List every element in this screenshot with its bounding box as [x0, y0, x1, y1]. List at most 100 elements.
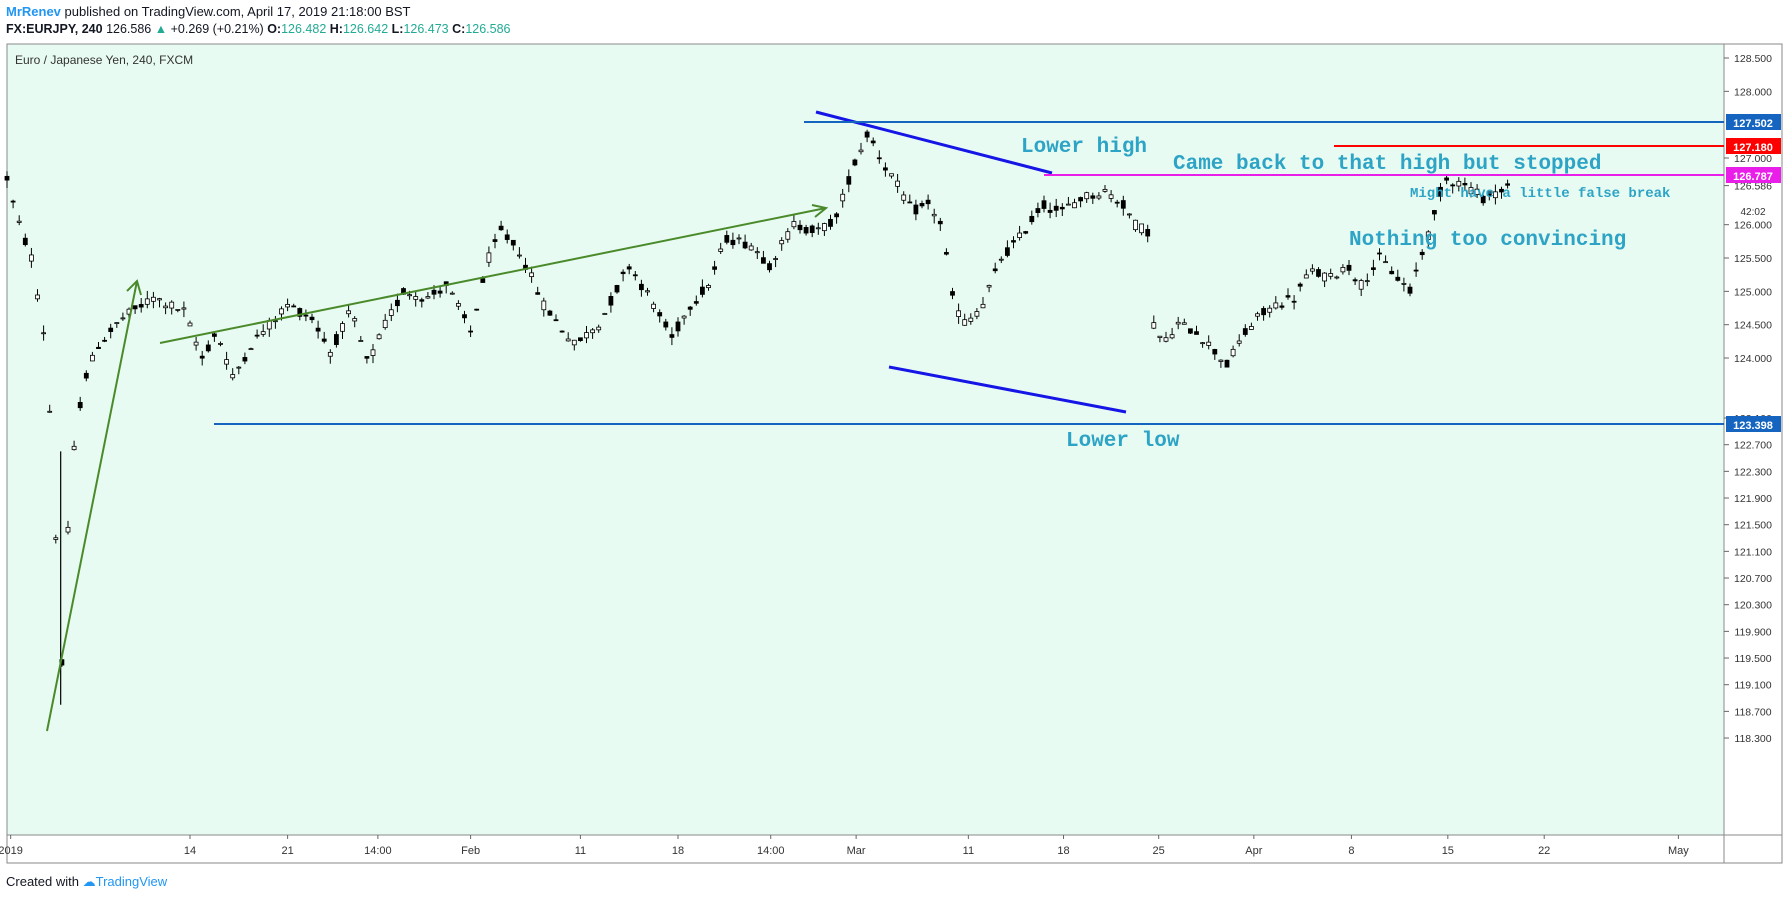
- x-tick-label: May: [1668, 845, 1689, 857]
- green-arrowhead-1: [126, 279, 142, 296]
- candle-body: [651, 303, 656, 309]
- candle-body: [1108, 194, 1114, 199]
- close-value: 126.586: [465, 22, 511, 36]
- candle-body: [1316, 269, 1321, 277]
- price-tag-126787-text: 126.787: [1733, 171, 1773, 183]
- lower-low-trendline[interactable]: [888, 365, 1127, 414]
- candle-body: [645, 290, 650, 293]
- candle-body: [700, 286, 705, 295]
- candle-body: [626, 266, 632, 270]
- annotation-lower-high[interactable]: Lower high: [1021, 136, 1147, 159]
- annotation-lower-low[interactable]: Lower low: [1066, 430, 1180, 453]
- candle-body: [956, 310, 961, 317]
- candle-body: [431, 289, 437, 295]
- candle-body: [571, 339, 577, 346]
- candle-body: [1291, 300, 1297, 303]
- symbol-label: FX:EURJPY, 240: [6, 22, 103, 36]
- candle-body: [944, 252, 949, 255]
- x-tick-label: Apr: [1245, 845, 1262, 857]
- candle-body: [1041, 200, 1047, 209]
- x-tick-label: 11: [963, 845, 974, 857]
- candle-body: [181, 307, 187, 310]
- candle-body: [608, 296, 614, 306]
- candle-body: [83, 372, 89, 379]
- candlestick-series: [4, 129, 1510, 705]
- candle-body: [1133, 219, 1138, 231]
- candle-body: [1188, 328, 1193, 334]
- candle-body: [797, 224, 803, 231]
- candle-body: [1328, 273, 1334, 277]
- candle-body: [1340, 267, 1346, 273]
- candle-body: [285, 304, 291, 308]
- candle-body: [748, 245, 754, 251]
- candle-body: [492, 239, 498, 242]
- candle-body: [1029, 215, 1035, 223]
- tradingview-logo-icon[interactable]: ☁: [82, 874, 96, 889]
- annotation-came-back[interactable]: Came back to that high but stopped: [1173, 153, 1601, 176]
- candle-body: [541, 300, 547, 311]
- candle-body: [925, 199, 931, 205]
- candle-body: [1438, 186, 1443, 197]
- candle-body: [272, 320, 278, 323]
- price-tag-126787: [1726, 167, 1781, 183]
- candle-body: [47, 410, 53, 413]
- candle-body: [681, 315, 687, 319]
- candle-body: [1206, 341, 1212, 346]
- annotation-nothing-convincing[interactable]: Nothing too convincing: [1349, 229, 1626, 252]
- candle-body: [1255, 313, 1260, 317]
- x-tick-label: 25: [1153, 845, 1165, 857]
- candle-body: [846, 176, 852, 185]
- annotation-false-break[interactable]: Might have a little false break: [1410, 186, 1670, 202]
- candle-body: [1468, 187, 1474, 195]
- tradingview-link[interactable]: TradingView: [95, 874, 168, 889]
- candle-body: [730, 239, 736, 246]
- candle-body: [71, 445, 77, 451]
- candle-body: [1005, 247, 1010, 256]
- candle-body: [1322, 272, 1327, 282]
- candle-body: [90, 354, 95, 362]
- candle-body: [937, 220, 943, 225]
- candle-body: [309, 316, 315, 321]
- open-label: O:: [267, 22, 282, 36]
- candle-body: [1236, 340, 1242, 344]
- price-tag-123398-text: 123.398: [1733, 420, 1773, 432]
- candle-body: [1072, 202, 1077, 209]
- candle-body: [1310, 268, 1315, 272]
- candle-body: [1230, 348, 1236, 357]
- high-label: H:: [329, 22, 343, 36]
- candle-body: [455, 303, 461, 307]
- candle-body: [407, 294, 413, 297]
- candle-body: [1261, 308, 1266, 316]
- candle-body: [864, 131, 870, 138]
- green-rising-trendline[interactable]: [159, 207, 827, 344]
- candle-body: [315, 327, 321, 332]
- green-impulse-arrow[interactable]: [46, 280, 138, 732]
- candle-body: [1059, 206, 1065, 210]
- created-with-text: Created with: [6, 874, 79, 889]
- candle-body: [1224, 359, 1230, 368]
- candle-body: [535, 292, 541, 295]
- time-axis[interactable]: [6, 834, 1725, 864]
- x-axis-ticks: 2019 14 21 14:00 Feb 11 18 14:00 Mar 11 18 25 Apr 8 15…: [0, 835, 1689, 857]
- candle-body: [517, 254, 522, 257]
- candle-body: [199, 355, 205, 359]
- candle-body: [242, 357, 248, 362]
- candle-body: [828, 218, 833, 227]
- candle-body: [340, 323, 345, 332]
- author-name[interactable]: MrRenev: [6, 4, 61, 19]
- candle-body: [1389, 270, 1395, 275]
- candle-body: [840, 193, 846, 202]
- candle-body: [35, 294, 40, 300]
- candle-body: [907, 201, 913, 204]
- candle-body: [1249, 326, 1254, 330]
- candle-body: [547, 310, 553, 316]
- x-tick-label: 18: [1057, 845, 1069, 857]
- published-text: published on TradingView.com, April 17, …: [64, 4, 411, 19]
- x-tick-label: 2019: [0, 845, 23, 857]
- price-tag-123398: [1726, 416, 1781, 432]
- candle-body: [352, 318, 358, 322]
- price-tag-127502-text: 127.502: [1733, 118, 1773, 130]
- candle-body: [468, 330, 474, 333]
- y-tick-label: 120.700: [1734, 573, 1772, 585]
